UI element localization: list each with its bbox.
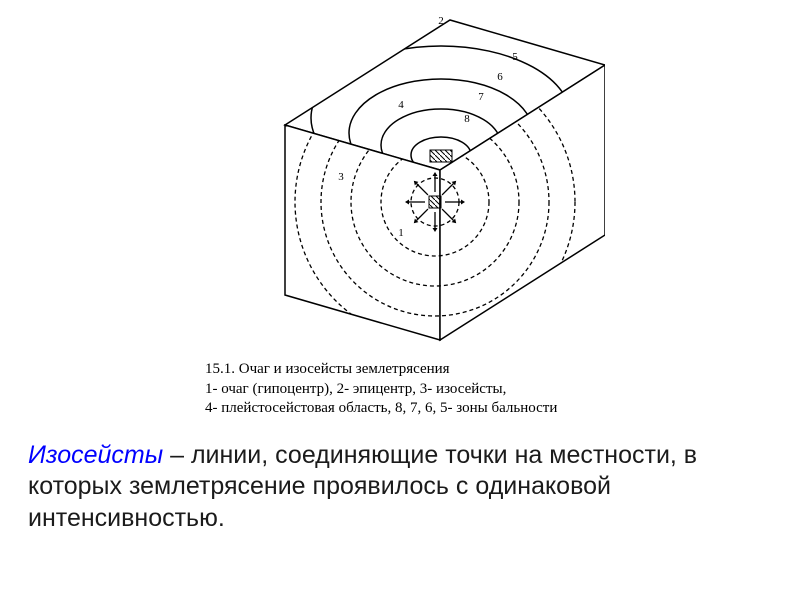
svg-text:3: 3 (338, 171, 344, 183)
epicenter-hatch (430, 150, 452, 162)
definition-text: Изосейсты – линии, соединяющие точки на … (28, 440, 748, 534)
svg-text:5: 5 (512, 51, 518, 63)
svg-text:2: 2 (438, 15, 444, 27)
svg-text:7: 7 (478, 91, 484, 103)
svg-text:4: 4 (398, 99, 404, 111)
figure-caption: 15.1. Очаг и изосейсты землетрясения 1- … (205, 360, 655, 419)
svg-text:1: 1 (398, 227, 404, 239)
definition-term: Изосейсты (28, 441, 163, 469)
caption-line-1: 15.1. Очаг и изосейсты землетрясения (205, 360, 655, 380)
diagram-block: 56 78 2 4 3 1 (205, 0, 605, 350)
caption-line-2: 1- очаг (гипоцентр), 2- эпицентр, 3- изо… (205, 380, 655, 400)
hypocenter-focus (405, 172, 465, 232)
svg-text:8: 8 (464, 113, 470, 125)
svg-text:6: 6 (497, 71, 503, 83)
page-root: 56 78 2 4 3 1 15.1. Очаг и изосейсты землетря… (0, 0, 800, 600)
caption-line-3: 4- плейстосейстовая область, 8, 7, 6, 5-… (205, 399, 655, 419)
diagram-svg: 56 78 2 4 3 1 (205, 0, 605, 350)
